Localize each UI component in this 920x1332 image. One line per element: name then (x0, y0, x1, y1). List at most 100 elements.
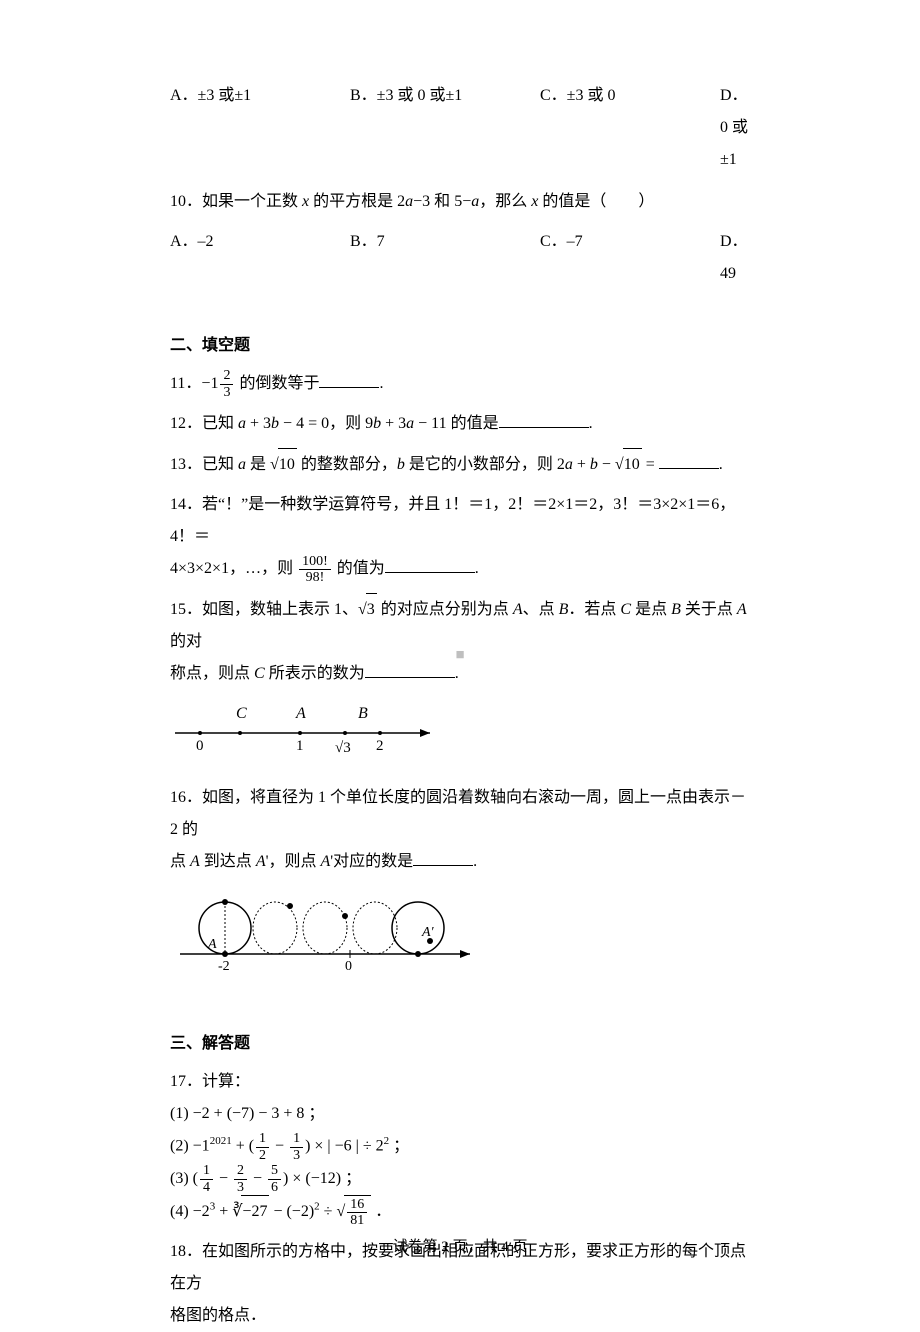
q10-opt-a: A．–2 (170, 226, 350, 290)
nl-A: A (295, 705, 306, 722)
q15-B2: B (671, 601, 681, 618)
q14-blank (385, 557, 475, 573)
q12: 12．已知 a + 3b − 4 = 0，则 9b + 3a − 11 的值是. (170, 408, 750, 440)
circ-A: A (207, 937, 217, 952)
q14-num: 100! (299, 554, 331, 570)
q13-b: b (397, 456, 405, 473)
q17p4d: ÷ (320, 1203, 337, 1220)
q16-l2d: '对应的数是 (330, 853, 413, 870)
q12-e1: + 3 (246, 415, 271, 432)
q15: 15．如图，数轴上表示 1、3 的对应点分别为点 A、点 B．若点 C 是点 B… (170, 593, 750, 690)
q12-suffix: 的值是 (447, 415, 499, 432)
q10-mid2: ，那么 (479, 193, 531, 210)
q10-e1a: 2 (397, 193, 405, 210)
q11-den: 3 (220, 385, 233, 400)
circ-neg2: -2 (218, 959, 230, 974)
q15-l2a: 称点，则点 (170, 665, 254, 682)
q11-frac: 23 (220, 368, 233, 400)
q16-A2: A (256, 853, 266, 870)
q15-B1: B (559, 601, 569, 618)
q16-suffix: . (473, 853, 477, 870)
nl-B: B (358, 705, 368, 722)
q11-neg: −1 (201, 375, 218, 392)
q14-den: 98! (299, 570, 331, 585)
q14-line2: 4×3×2×1，…，则 100!98! 的值为. (170, 553, 750, 585)
q17p4c: − (−2) (269, 1203, 314, 1220)
nl-2: 2 (376, 738, 384, 754)
q13-prefix: 13．已知 (170, 456, 238, 473)
nl-0: 0 (196, 738, 204, 754)
q17-p1: (1) −2 + (−7) − 3 + 8 ； (170, 1098, 750, 1130)
f1d: 2 (256, 1148, 269, 1163)
q13-mid1: 是 (246, 456, 270, 473)
q13-eq: = (642, 456, 659, 473)
q14-line2a: 4×3×2×1，…，则 (170, 560, 297, 577)
q13-expr: 2 (557, 456, 565, 473)
f2d: 3 (290, 1148, 303, 1163)
section-3-title: 三、解答题 (170, 1028, 750, 1060)
page-content: A．±3 或±1 B．±3 或 0 或±1 C．±3 或 0 D．0 或±1 1… (170, 80, 750, 1332)
q10-e2a: 5− (454, 193, 471, 210)
q17p4sqrt: 1681 (336, 1195, 371, 1228)
q13-minus: − (598, 456, 615, 473)
q15-l1b: 的对应点分别为点 (377, 601, 513, 618)
circles-svg: A A′ -2 0 (170, 886, 490, 976)
q17p4e: ． (371, 1203, 391, 1220)
q10-options: A．–2 B．7 C．–7 D．49 (170, 226, 750, 290)
q17p2a: (2) −1 (170, 1138, 210, 1155)
section-2-title: 二、填空题 (170, 330, 750, 362)
q17p3f3: 56 (268, 1163, 281, 1195)
p3f1n: 1 (200, 1163, 213, 1179)
p3f1d: 4 (200, 1180, 213, 1195)
q14-line1: 14．若“！”是一种数学运算符号，并且 1！＝1，2！＝2×1＝2，3！＝3×2… (170, 489, 750, 553)
q13-a2: a (565, 456, 573, 473)
q11-blank (319, 372, 379, 388)
q15-A1: A (513, 601, 523, 618)
q13-sqrt2: 10 (615, 448, 642, 481)
q12-b1: b (271, 415, 279, 432)
p4fn: 16 (347, 1197, 367, 1213)
nl-sqrt3: √3 (335, 740, 351, 756)
q17p2d: ； (389, 1138, 409, 1155)
q10-and: 和 (430, 193, 454, 210)
q9-opt-a: A．±3 或±1 (170, 80, 350, 176)
q12-a2: a (406, 415, 414, 432)
q12-e1b: − 4 = 0 (279, 415, 329, 432)
q16-A1: A (190, 853, 200, 870)
q17-p4: (4) −23 + −27 − (−2)2 ÷ 1681 ． (170, 1195, 750, 1228)
q9-opt-b: B．±3 或 0 或±1 (350, 80, 540, 176)
q10-mid1: 的平方根是 (309, 193, 397, 210)
q11-num: 2 (220, 368, 233, 384)
q16-blank (413, 850, 473, 866)
q17p2m: − (271, 1138, 288, 1155)
q10-e1b: −3 (413, 193, 430, 210)
q17p4sqrtv: 1681 (344, 1195, 371, 1228)
q16-l2b: 到达点 (200, 853, 256, 870)
q13-blank (659, 453, 719, 469)
q15-sqrt: 3 (358, 593, 377, 626)
numline-svg: C A B 0 1 √3 2 (170, 698, 450, 758)
q9-opt-d: D．0 或±1 (720, 80, 750, 176)
q16: 16．如图，将直径为 1 个单位长度的圆沿着数轴向右滚动一周，圆上一点由表示－2… (170, 782, 750, 878)
q10-suffix: 的值是（ ） (538, 193, 654, 210)
q16-figure: A A′ -2 0 (170, 886, 750, 988)
q17p3b: ) × (−12) ； (283, 1170, 361, 1187)
q15-suffix: . (455, 665, 459, 682)
p3f3d: 6 (268, 1180, 281, 1195)
q14: 14．若“！”是一种数学运算符号，并且 1！＝1，2！＝2×1＝2，3！＝3×2… (170, 489, 750, 585)
q10-stem: 10．如果一个正数 x 的平方根是 2a−3 和 5−a，那么 x 的值是（ ） (170, 186, 750, 218)
nl-1: 1 (296, 738, 304, 754)
q17p2f1: 12 (256, 1131, 269, 1163)
q16-l2a: 点 (170, 853, 190, 870)
q15-figure: C A B 0 1 √3 2 (170, 698, 750, 770)
q15-l1g: 的对 (170, 633, 202, 650)
q17p3m2: − (249, 1170, 266, 1187)
q18: 18．在如图所示的方格中，按要求画出相应面积的正方形，要求正方形的每个顶点在方 … (170, 1236, 750, 1332)
circ-0: 0 (345, 959, 352, 974)
q15-line1: 15．如图，数轴上表示 1、3 的对应点分别为点 A、点 B．若点 C 是点 B… (170, 593, 750, 658)
q14-line2b: 的值为 (333, 560, 385, 577)
q15-l1f: 关于点 (681, 601, 737, 618)
q15-rad: 3 (366, 593, 377, 626)
q14-frac: 100!98! (299, 554, 331, 586)
p3f2d: 3 (234, 1180, 247, 1195)
